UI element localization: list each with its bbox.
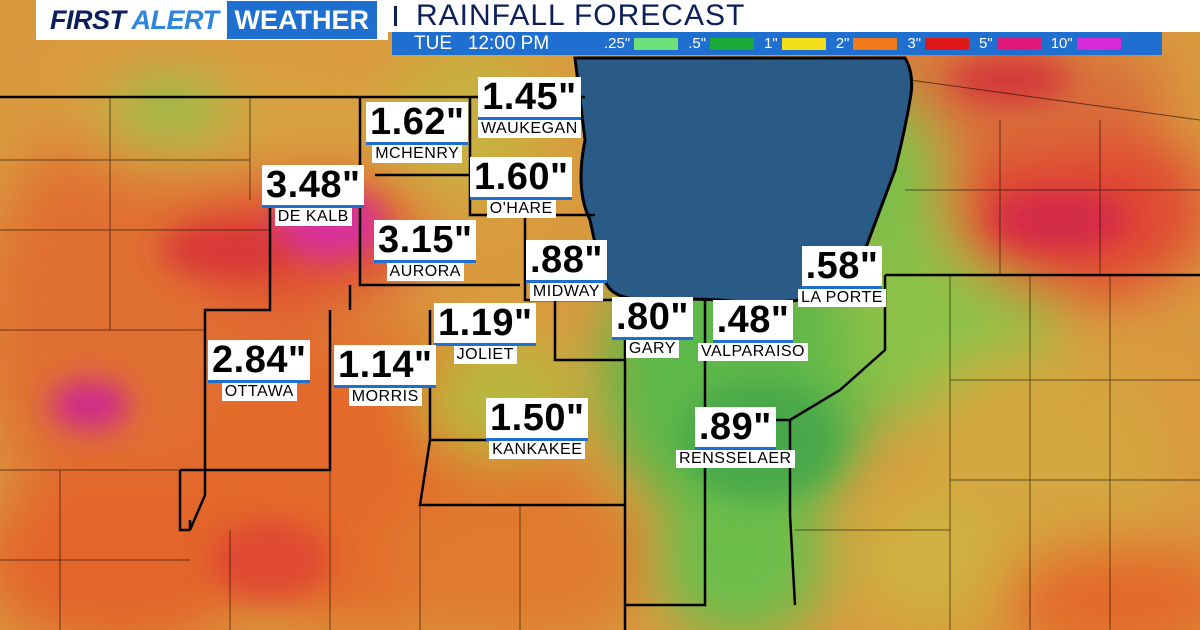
city-name: KANKAKEE <box>489 441 586 459</box>
city-rainfall-value: .80" <box>612 297 693 340</box>
legend-item: 3" <box>907 35 970 52</box>
city-label-aurora: 3.15" AURORA <box>374 220 477 281</box>
legend-item: 5" <box>979 35 1041 52</box>
city-name: O'HARE <box>486 200 556 218</box>
city-name: RENSSELAER <box>676 450 795 468</box>
city-label-midway: .88" MIDWAY <box>526 240 607 301</box>
city-name: MCHENRY <box>372 145 463 163</box>
city-rainfall-value: .89" <box>694 407 776 450</box>
legend-swatch <box>710 37 755 50</box>
legend-swatch <box>634 37 679 50</box>
city-name: MORRIS <box>348 388 422 406</box>
page-title: RAINFALL FORECAST <box>416 0 746 32</box>
city-name: AURORA <box>386 263 464 281</box>
city-rainfall-value: .58" <box>801 246 883 289</box>
legend-bar: TUE 12:00 PM .25" .5" 1" 2" 3" 5" 10" <box>392 32 1162 55</box>
header: FIRST ALERT WEATHER RAINFALL FORECAST <box>36 0 1200 58</box>
city-rainfall-value: 1.62" <box>366 102 469 145</box>
legend-item: 2" <box>836 35 898 52</box>
city-label-mchenry: 1.62" MCHENRY <box>366 102 469 163</box>
city-name: GARY <box>625 340 679 358</box>
city-rainfall-value: .48" <box>712 300 794 343</box>
title-bar: RAINFALL FORECAST <box>388 0 1200 32</box>
city-name: WAUKEGAN <box>478 120 581 138</box>
city-name: MIDWAY <box>529 283 603 301</box>
city-rainfall-value: 1.45" <box>478 77 581 120</box>
legend-swatch <box>996 37 1041 50</box>
legend-label: 5" <box>979 35 993 52</box>
city-label-ottawa: 2.84" OTTAWA <box>208 340 311 401</box>
legend-item: 1" <box>764 35 826 52</box>
legend-item: .25" <box>604 35 679 52</box>
legend-swatch <box>853 37 898 50</box>
forecast-time: TUE 12:00 PM <box>414 32 550 54</box>
legend-label: 3" <box>907 35 922 52</box>
legend-item: .5" <box>688 35 755 52</box>
city-rainfall-value: 1.14" <box>334 345 437 388</box>
city-label-de-kalb: 3.48" DE KALB <box>262 165 365 226</box>
legend-label: 1" <box>764 35 778 52</box>
city-label-kankakee: 1.50" KANKAKEE <box>486 398 589 459</box>
legend-swatch <box>781 37 826 50</box>
legend-label: 10" <box>1050 35 1073 52</box>
city-label-rensselaer: .89" RENSSELAER <box>676 407 795 468</box>
city-rainfall-value: 3.48" <box>262 165 365 208</box>
brand-weather: WEATHER <box>226 1 378 39</box>
city-rainfall-value: 3.15" <box>374 220 477 263</box>
city-rainfall-value: 1.60" <box>470 157 573 200</box>
legend-swatch <box>925 37 970 50</box>
city-name: OTTAWA <box>221 383 297 401</box>
city-rainfall-value: 2.84" <box>208 340 311 383</box>
city-name: JOLIET <box>453 346 517 364</box>
city-rainfall-value: .88" <box>526 240 607 283</box>
brand-first: FIRST <box>50 4 126 35</box>
brand-logo: FIRST ALERT WEATHER <box>36 0 388 40</box>
legend-swatch <box>1076 37 1121 50</box>
city-label-gary: .80" GARY <box>612 297 693 358</box>
city-name: DE KALB <box>274 208 352 226</box>
legend-label: 2" <box>835 35 850 52</box>
city-rainfall-value: 1.19" <box>434 303 537 346</box>
city-label-morris: 1.14" MORRIS <box>334 345 437 406</box>
legend-item: 10" <box>1051 35 1121 52</box>
city-label-la-porte: .58" LA PORTE <box>798 246 886 307</box>
city-name: LA PORTE <box>798 289 886 307</box>
legend-label: .25" <box>604 35 631 52</box>
legend-label: .5" <box>688 35 707 52</box>
city-label-waukegan: 1.45" WAUKEGAN <box>478 77 581 138</box>
brand-alert: ALERT <box>131 4 220 35</box>
city-name: VALPARAISO <box>698 343 808 361</box>
city-label-ohare: 1.60" O'HARE <box>470 157 573 218</box>
city-rainfall-value: 1.50" <box>486 398 589 441</box>
city-label-joliet: 1.19" JOLIET <box>434 303 537 364</box>
title-divider <box>394 6 397 26</box>
city-label-valparaiso: .48" VALPARAISO <box>698 300 808 361</box>
